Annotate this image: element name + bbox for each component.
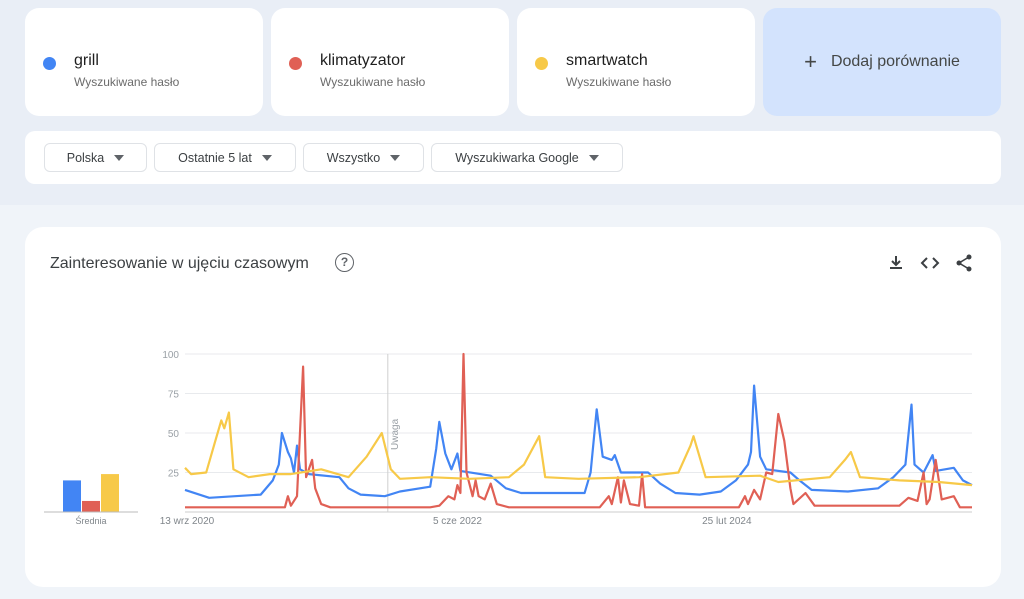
- embed-code-icon[interactable]: [920, 253, 940, 273]
- term-type: Wyszukiwane hasło: [74, 75, 180, 89]
- region-dropdown[interactable]: Polska: [44, 143, 147, 172]
- y-tick-label: 75: [168, 390, 180, 401]
- average-bar-smartwatch: [101, 474, 119, 512]
- dropdown-label: Wszystko: [326, 150, 381, 165]
- y-tick-label: 25: [168, 469, 180, 480]
- caret-down-icon: [390, 154, 401, 161]
- caret-down-icon: [261, 154, 272, 161]
- chart-title: Zainteresowanie w ujęciu czasowym: [50, 255, 309, 272]
- term-card-grill[interactable]: grill Wyszukiwane hasło: [25, 8, 263, 116]
- term-card-klimatyzator[interactable]: klimatyzator Wyszukiwane hasło: [271, 8, 509, 116]
- term-label: klimatyzator: [320, 52, 406, 69]
- caret-down-icon: [114, 154, 125, 161]
- dropdown-label: Polska: [66, 150, 105, 165]
- search-type-dropdown[interactable]: Wyszukiwarka Google: [431, 143, 623, 172]
- series-line-klimatyzator: [185, 352, 972, 509]
- y-tick-label: 100: [162, 350, 179, 361]
- term-label: grill: [74, 52, 99, 69]
- add-comparison-button[interactable]: + Dodaj porównanie: [763, 8, 1001, 116]
- interest-over-time-card: Zainteresowanie w ujęciu czasowym ?: [25, 227, 1001, 587]
- x-tick-label: 25 lut 2024: [702, 516, 752, 527]
- help-icon[interactable]: ?: [335, 253, 354, 272]
- y-tick-label: 50: [168, 429, 180, 440]
- download-icon[interactable]: [886, 253, 906, 273]
- caret-down-icon: [588, 154, 599, 161]
- series-line-smartwatch: [184, 411, 973, 487]
- series-color-dot: [43, 57, 56, 70]
- term-type: Wyszukiwane hasło: [566, 75, 672, 89]
- add-comparison-label: Dodaj porównanie: [830, 53, 960, 70]
- category-dropdown[interactable]: Wszystko: [303, 143, 424, 172]
- term-label: smartwatch: [566, 52, 648, 69]
- plus-icon: +: [804, 49, 817, 74]
- dropdown-label: Wyszukiwarka Google: [455, 150, 579, 165]
- series-color-dot: [535, 57, 548, 70]
- series-color-dot: [289, 57, 302, 70]
- x-tick-label: 13 wrz 2020: [160, 516, 215, 527]
- filter-bar: Polska Ostatnie 5 lat Wszystko Wyszukiwa…: [25, 131, 1001, 184]
- term-type: Wyszukiwane hasło: [320, 75, 426, 89]
- x-tick-label: 5 cze 2022: [433, 516, 482, 527]
- annotation-label: Uwaga: [390, 418, 401, 450]
- average-label: Średnia: [75, 515, 106, 526]
- average-bar-grill: [63, 480, 81, 512]
- time-range-dropdown[interactable]: Ostatnie 5 lat: [154, 143, 296, 172]
- dropdown-label: Ostatnie 5 lat: [178, 150, 252, 165]
- share-icon[interactable]: [954, 253, 974, 273]
- average-bar-klimatyzator: [82, 500, 100, 512]
- term-card-smartwatch[interactable]: smartwatch Wyszukiwane hasło: [517, 8, 755, 116]
